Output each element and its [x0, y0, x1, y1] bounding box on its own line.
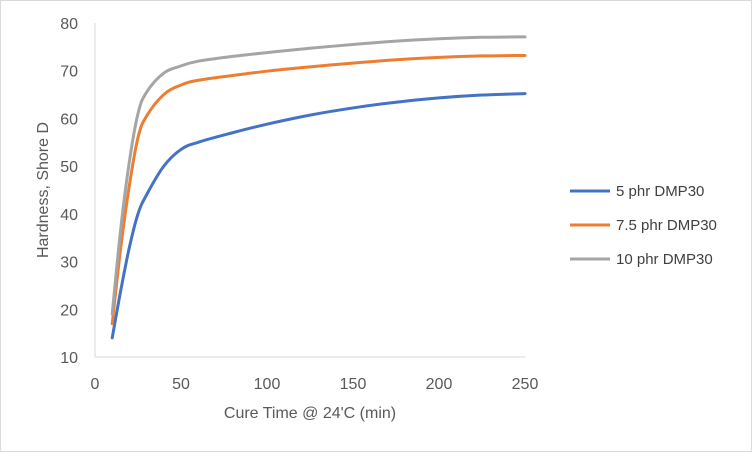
- axes: [94, 23, 525, 358]
- x-tick-label: 100: [254, 376, 281, 393]
- legend-label: 7.5 phr DMP30: [616, 217, 717, 234]
- y-tick-label: 20: [60, 302, 78, 319]
- y-tick-label: 10: [60, 350, 78, 367]
- legend-item: 10 phr DMP30: [570, 251, 713, 268]
- y-tick-label: 60: [60, 111, 78, 128]
- y-tick-label: 30: [60, 255, 78, 272]
- legend-item: 5 phr DMP30: [570, 183, 704, 200]
- x-tick-label: 50: [172, 376, 190, 393]
- legend-label: 5 phr DMP30: [616, 183, 704, 200]
- y-axis-title: Hardness, Shore D: [35, 122, 52, 258]
- x-tick-label: 150: [340, 376, 367, 393]
- x-tick-label: 0: [91, 376, 100, 393]
- y-tick-labels: 10 20 30 40 50 60 70 80: [60, 16, 78, 367]
- series-line-3: [110, 35, 527, 316]
- x-tick-label: 250: [512, 376, 539, 393]
- legend-item: 7.5 phr DMP30: [570, 217, 717, 234]
- y-tick-label: 80: [60, 16, 78, 33]
- legend: 5 phr DMP30 7.5 phr DMP30 10 phr DMP30: [570, 183, 717, 268]
- y-tick-label: 70: [60, 64, 78, 81]
- x-axis-title: Cure Time @ 24'C (min): [224, 405, 396, 422]
- series-lines: [110, 35, 527, 340]
- y-tick-label: 50: [60, 159, 78, 176]
- series-line-2: [110, 53, 527, 326]
- x-tick-label: 200: [426, 376, 453, 393]
- x-tick-labels: 0 50 100 150 200 250: [91, 376, 539, 393]
- y-tick-label: 40: [60, 207, 78, 224]
- series-line-1: [110, 92, 527, 340]
- legend-label: 10 phr DMP30: [616, 251, 713, 268]
